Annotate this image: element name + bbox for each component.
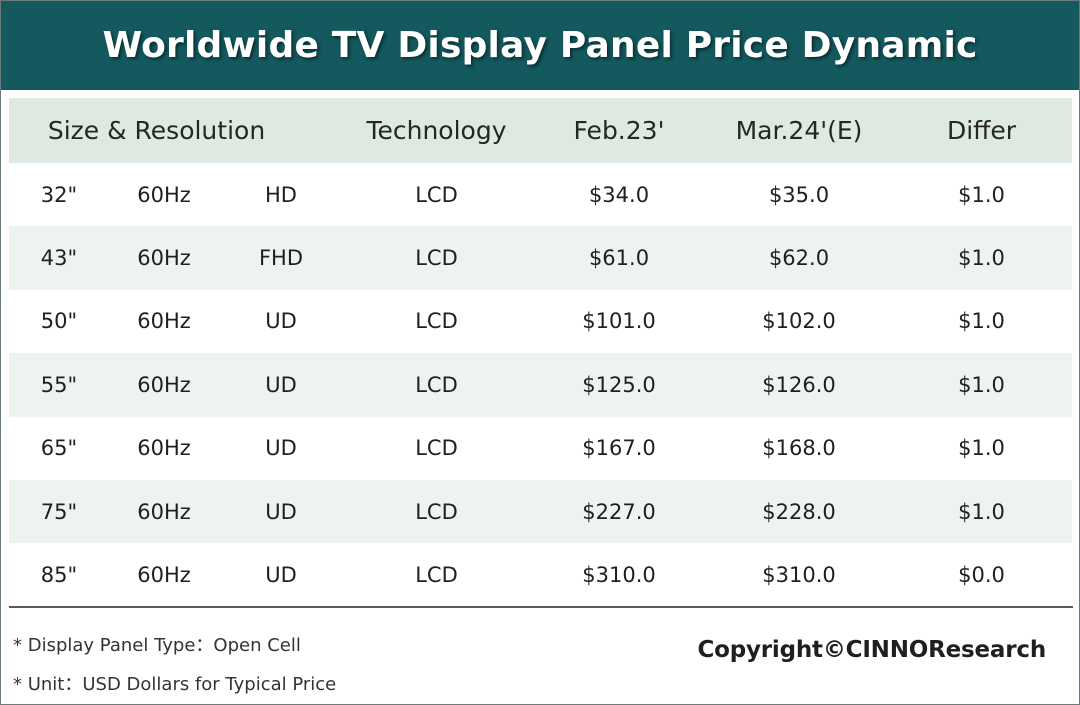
header-differ: Differ — [946, 116, 1017, 145]
cell-resolution: HD — [265, 182, 297, 207]
table-header-row: Size & Resolution Technology Feb.23' Mar… — [9, 98, 1072, 163]
cell-mar-price: $168.0 — [762, 436, 836, 461]
header-feb: Feb.23' — [573, 116, 665, 145]
note-panel-type: * Display Panel Type：Open Cell — [13, 635, 301, 656]
table-row: 85" 60Hz UD LCD $310.0 $310.0 $0.0 — [9, 543, 1072, 606]
table-row: 43" 60Hz FHD LCD $61.0 $62.0 $1.0 — [9, 226, 1072, 290]
cell-resolution: UD — [265, 563, 297, 588]
cell-resolution: UD — [265, 372, 297, 397]
table-bottom-rule — [9, 606, 1073, 608]
cell-technology: LCD — [415, 499, 458, 524]
cell-differ: $1.0 — [958, 246, 1005, 271]
cell-size: 75" — [40, 499, 78, 524]
cell-refresh: 60Hz — [137, 499, 191, 524]
cell-refresh: 60Hz — [137, 436, 191, 461]
cell-feb-price: $61.0 — [588, 246, 650, 271]
copyright-text: Copyright©CINNOResearch — [697, 637, 1046, 663]
cell-feb-price: $227.0 — [582, 499, 656, 524]
page-title: Worldwide TV Display Panel Price Dynamic — [102, 25, 978, 66]
cell-size: 65" — [40, 436, 78, 461]
cell-technology: LCD — [415, 246, 458, 271]
cell-mar-price: $228.0 — [762, 499, 836, 524]
header-mar: Mar.24'(E) — [735, 116, 863, 145]
cell-mar-price: $310.0 — [762, 563, 836, 588]
cell-resolution: UD — [265, 499, 297, 524]
cell-refresh: 60Hz — [137, 372, 191, 397]
cell-differ: $1.0 — [958, 436, 1005, 461]
cell-refresh: 60Hz — [137, 246, 191, 271]
cell-differ: $1.0 — [958, 499, 1005, 524]
cell-feb-price: $310.0 — [582, 563, 656, 588]
cell-differ: $1.0 — [958, 372, 1005, 397]
cell-differ: $1.0 — [958, 182, 1005, 207]
header-technology: Technology — [366, 116, 507, 145]
cell-mar-price: $35.0 — [768, 182, 830, 207]
table-row: 32" 60Hz HD LCD $34.0 $35.0 $1.0 — [9, 163, 1072, 226]
cell-size: 50" — [40, 309, 78, 334]
cell-mar-price: $62.0 — [768, 246, 830, 271]
table-row: 75" 60Hz UD LCD $227.0 $228.0 $1.0 — [9, 480, 1072, 544]
cell-size: 85" — [40, 563, 78, 588]
cell-technology: LCD — [415, 436, 458, 461]
cell-technology: LCD — [415, 309, 458, 334]
cell-differ: $1.0 — [958, 309, 1005, 334]
cell-resolution: FHD — [258, 246, 304, 271]
cell-refresh: 60Hz — [137, 563, 191, 588]
note-unit: * Unit：USD Dollars for Typical Price — [13, 674, 337, 695]
table-row: 55" 60Hz UD LCD $125.0 $126.0 $1.0 — [9, 353, 1072, 417]
cell-size: 55" — [40, 372, 78, 397]
cell-feb-price: $34.0 — [588, 182, 650, 207]
table-row: 65" 60Hz UD LCD $167.0 $168.0 $1.0 — [9, 417, 1072, 480]
cell-technology: LCD — [415, 182, 458, 207]
cell-mar-price: $126.0 — [762, 372, 836, 397]
cell-feb-price: $101.0 — [582, 309, 656, 334]
cell-mar-price: $102.0 — [762, 309, 836, 334]
header-size-resolution: Size & Resolution — [47, 116, 266, 145]
cell-refresh: 60Hz — [137, 182, 191, 207]
cell-feb-price: $125.0 — [582, 372, 656, 397]
cell-technology: LCD — [415, 563, 458, 588]
cell-resolution: UD — [265, 436, 297, 461]
cell-technology: LCD — [415, 372, 458, 397]
cell-refresh: 60Hz — [137, 309, 191, 334]
table-row: 50" 60Hz UD LCD $101.0 $102.0 $1.0 — [9, 290, 1072, 353]
cell-size: 43" — [40, 246, 78, 271]
cell-size: 32" — [40, 182, 78, 207]
cell-resolution: UD — [265, 309, 297, 334]
cell-differ: $0.0 — [958, 563, 1005, 588]
cell-feb-price: $167.0 — [582, 436, 656, 461]
title-banner: Worldwide TV Display Panel Price Dynamic — [1, 1, 1079, 90]
